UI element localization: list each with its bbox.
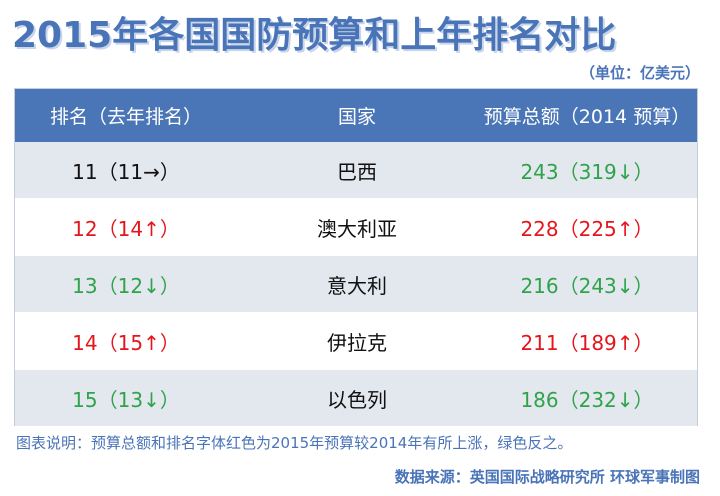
data-source: 数据来源：英国国际战略研究所 环球军事制图 xyxy=(394,468,700,486)
budget-table: 排名（去年排名） 国家 预算总额（2014 预算） 11（11→） 巴西 243… xyxy=(14,88,698,426)
country-cell: 以色列 xyxy=(327,387,387,412)
rank-cell: 13（12↓） xyxy=(72,273,180,298)
page-title: 2015年各国国防预算和上年排名对比 xyxy=(12,15,617,56)
chart-note: 图表说明：预算总额和排名字体红色为2015年预算较2014年有所上涨，绿色反之。 xyxy=(16,434,573,452)
header-budget: 预算总额（2014 预算） xyxy=(483,106,691,128)
table-row: 11（11→） 巴西 243（319↓） xyxy=(15,142,697,198)
budget-cell: 243（319↓） xyxy=(520,159,654,184)
country-cell: 巴西 xyxy=(337,159,377,184)
budget-cell: 228（225↑） xyxy=(520,216,654,241)
header-country: 国家 xyxy=(337,106,376,128)
table-row: 15（13↓） 以色列 186（232↓） xyxy=(15,370,697,426)
unit-label: （单位：亿美元） xyxy=(579,64,700,82)
rank-cell: 14（15↑） xyxy=(72,330,180,355)
country-cell: 澳大利亚 xyxy=(317,216,397,241)
rank-cell: 11（11→） xyxy=(72,159,180,184)
budget-cell: 186（232↓） xyxy=(520,387,654,412)
country-cell: 伊拉克 xyxy=(327,330,387,355)
country-cell: 意大利 xyxy=(327,273,387,298)
table-row: 12（14↑） 澳大利亚 228（225↑） xyxy=(15,199,697,255)
budget-cell: 216（243↓） xyxy=(520,273,654,298)
table-header: 排名（去年排名） 国家 预算总额（2014 预算） xyxy=(15,89,697,142)
table-row: 14（15↑） 伊拉克 211（189↑） xyxy=(15,313,697,369)
header-rank: 排名（去年排名） xyxy=(49,106,202,128)
budget-cell: 211（189↑） xyxy=(520,330,654,355)
rank-cell: 15（13↓） xyxy=(72,387,180,412)
rank-cell: 12（14↑） xyxy=(72,216,180,241)
table-row: 13（12↓） 意大利 216（243↓） xyxy=(15,256,697,312)
